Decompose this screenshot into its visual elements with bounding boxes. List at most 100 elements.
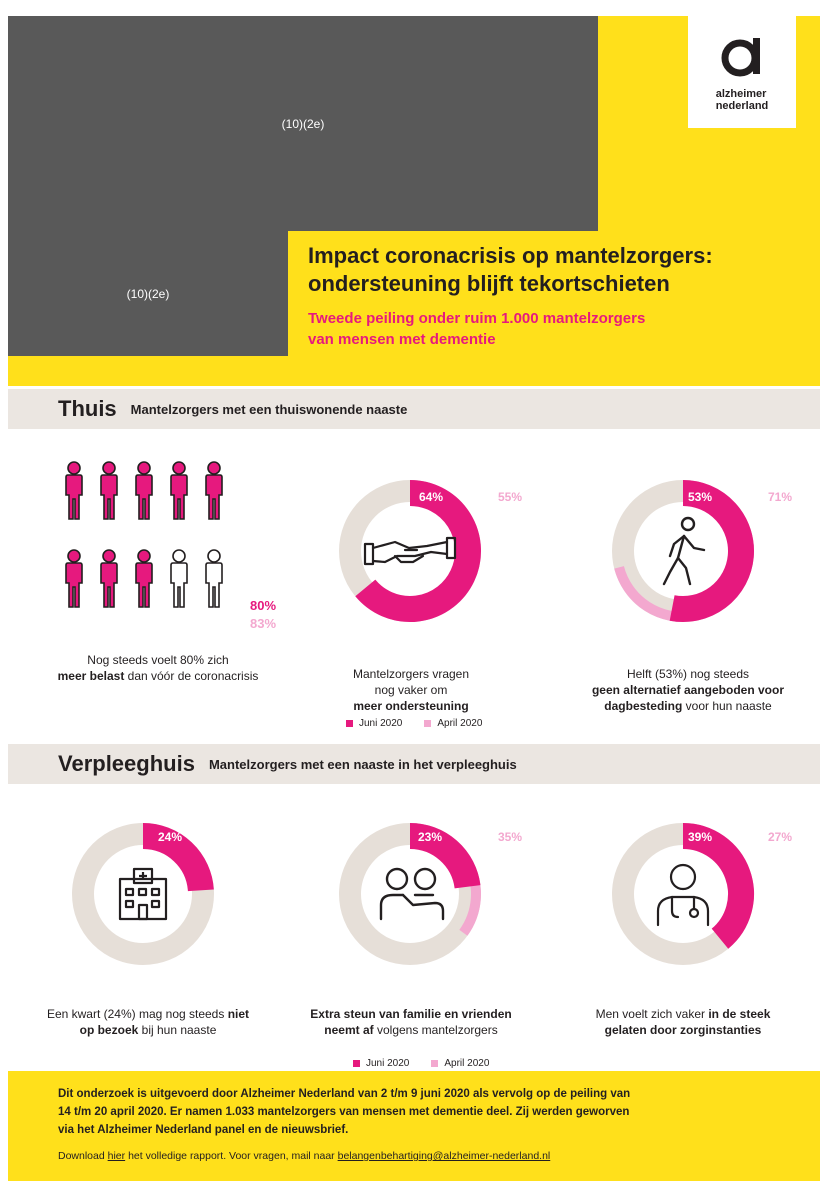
redacted-image-top: (10)(2e) xyxy=(8,16,598,231)
section-bar-home: Thuis Mantelzorgers met een thuiswonende… xyxy=(8,389,820,429)
logo-line1: alzheimer xyxy=(715,88,767,100)
legend-item-current: Juni 2020 xyxy=(346,718,402,729)
caption-bold: Extra steun van familie en vrienden neem… xyxy=(310,1007,512,1037)
caption-text: Mantelzorgers vragen xyxy=(352,667,470,681)
section-subtitle-home: Mantelzorgers met een thuiswonende naast… xyxy=(130,401,408,417)
support-previous-pct: 55% xyxy=(498,490,523,504)
section-title-nursing: Verpleeghuis xyxy=(58,751,195,776)
handshake-icon xyxy=(363,536,457,566)
page-title: Impact coronacrisis op mantelzorgers: on… xyxy=(308,242,813,298)
people-caption: Nog steeds voelt 80% zich meer belast da… xyxy=(53,652,263,684)
caption-text: Nog steeds voelt 80% zich xyxy=(87,653,229,667)
care-current-pct: 39% xyxy=(688,830,713,844)
subtitle-line2: van mensen met dementie xyxy=(308,331,496,348)
caption-text: voor hun naaste xyxy=(685,699,772,713)
legend-swatch-current xyxy=(353,1060,360,1067)
person-icon xyxy=(135,549,153,608)
caption-bold: in de steek gelaten door zorginstanties xyxy=(604,1007,771,1037)
footer-download-post: het volledige rapport. Voor vragen, mail… xyxy=(128,1150,335,1162)
caption-text: bij hun naaste xyxy=(141,1023,217,1037)
footer-line: via het Alzheimer Nederland panel en de … xyxy=(58,1124,349,1136)
footer-line: 14 t/m 20 april 2020. Er namen 1.033 man… xyxy=(58,1106,630,1118)
donut-arc-current xyxy=(142,823,214,892)
download-report-link[interactable]: hier xyxy=(107,1150,126,1162)
family-caption: Extra steun van familie en vrienden neem… xyxy=(306,1006,516,1038)
legend-item-previous: April 2020 xyxy=(431,1058,489,1069)
person-icon xyxy=(65,461,83,520)
section-bar-nursing: Verpleeghuis Mantelzorgers met een naast… xyxy=(8,744,820,784)
legend-label-current: Juni 2020 xyxy=(359,718,403,729)
doctor-icon xyxy=(656,863,710,927)
caption-text: Men voelt zich vaker xyxy=(595,1007,705,1021)
caption-bold: meer belast xyxy=(57,669,125,683)
redaction-label: (10)(2e) xyxy=(126,286,170,301)
donut-chart-support xyxy=(335,476,485,626)
family-current-pct: 23% xyxy=(418,830,443,844)
alzheimer-nederland-logo: alzheimer nederland xyxy=(688,16,796,128)
walking-person-icon xyxy=(662,516,706,586)
header: (10)(2e) (10)(2e) alzheimer nederland Im… xyxy=(8,16,820,386)
care-caption: Men voelt zich vaker in de steek gelaten… xyxy=(578,1006,788,1038)
donut-svg xyxy=(72,823,214,965)
footer-download-pre: Download xyxy=(58,1150,105,1162)
person-icon xyxy=(65,549,83,608)
redacted-image-bottom: (10)(2e) xyxy=(8,231,288,356)
title-line1: Impact coronacrisis op mantelzorgers: xyxy=(308,243,713,268)
person-icon xyxy=(170,549,188,608)
daycare-previous-pct: 71% xyxy=(768,490,793,504)
donut-svg xyxy=(612,480,754,622)
care-previous-pct: 27% xyxy=(768,830,793,844)
donut-arc-current xyxy=(669,480,754,622)
people-support-icon xyxy=(379,867,445,921)
legend-swatch-current xyxy=(346,720,353,727)
logo-line2: nederland xyxy=(715,100,769,112)
caption-text: volgens mantelzorgers xyxy=(376,1023,498,1037)
donut-chart-family xyxy=(335,819,485,969)
support-caption: Mantelzorgers vragen nog vaker om meer o… xyxy=(306,666,516,714)
person-icon xyxy=(170,461,188,520)
donut-chart-daycare xyxy=(608,476,758,626)
daycare-caption: Helft (53%) nog steeds geen alternatief … xyxy=(573,666,803,714)
legend-item-previous: April 2020 xyxy=(424,718,482,729)
page-subtitle: Tweede peiling onder ruim 1.000 mantelzo… xyxy=(308,308,813,350)
people-previous-pct: 83% xyxy=(250,616,277,631)
visit-caption: Een kwart (24%) mag nog steeds niet op b… xyxy=(43,1006,253,1038)
footer-text: Dit onderzoek is uitgevoerd door Alzheim… xyxy=(58,1085,770,1139)
caption-text: nog vaker om xyxy=(374,683,448,697)
donut-arc-current xyxy=(682,823,754,949)
legend-home: Juni 2020 April 2020 xyxy=(346,718,482,729)
caption-bold: geen alternatief aangeboden voor dagbest… xyxy=(591,683,785,713)
footer-download-line: Download hier het volledige rapport. Voo… xyxy=(58,1149,770,1163)
caption-bold: niet op bezoek xyxy=(79,1007,250,1037)
donut-chart-visit xyxy=(68,819,218,969)
legend-item-current: Juni 2020 xyxy=(353,1058,409,1069)
person-icon xyxy=(100,461,118,520)
footer: Dit onderzoek is uitgevoerd door Alzheim… xyxy=(8,1071,820,1181)
caption-text: dan vóór de coronacrisis xyxy=(127,669,259,683)
people-current-pct: 80% xyxy=(250,598,277,613)
donut-svg xyxy=(612,823,754,965)
support-current-pct: 64% xyxy=(419,490,444,504)
visit-current-pct: 24% xyxy=(158,830,183,844)
person-icon xyxy=(135,461,153,520)
hospital-icon xyxy=(118,867,168,921)
caption-bold: meer ondersteuning xyxy=(353,699,469,713)
email-link[interactable]: belangenbehartiging@alzheimer-nederland.… xyxy=(337,1150,551,1162)
legend-nursing: Juni 2020 April 2020 xyxy=(353,1058,489,1069)
subtitle-line1: Tweede peiling onder ruim 1.000 mantelzo… xyxy=(308,310,646,327)
title-block: Impact coronacrisis op mantelzorgers: on… xyxy=(308,242,813,350)
donut-svg xyxy=(339,823,481,965)
donut-chart-care xyxy=(608,819,758,969)
daycare-current-pct: 53% xyxy=(688,490,713,504)
section-subtitle-nursing: Mantelzorgers met een naaste in het verp… xyxy=(208,756,517,772)
footer-line: Dit onderzoek is uitgevoerd door Alzheim… xyxy=(58,1088,631,1100)
legend-swatch-previous xyxy=(424,720,432,727)
person-icon xyxy=(205,461,223,520)
donut-arc-current xyxy=(355,480,481,622)
infographic: (10)(2e) (10)(2e) alzheimer nederland Im… xyxy=(8,16,820,1181)
redaction-label: (10)(2e) xyxy=(281,116,325,131)
donut-svg xyxy=(339,480,481,622)
legend-label-previous: April 2020 xyxy=(437,718,483,729)
person-icon xyxy=(205,549,223,608)
legend-swatch-previous xyxy=(431,1060,439,1067)
